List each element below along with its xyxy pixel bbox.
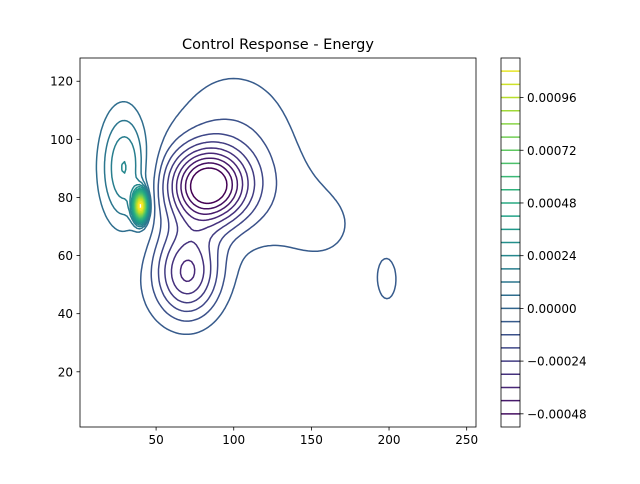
- contour-line: [184, 162, 234, 210]
- contour-line: [95, 100, 152, 233]
- y-tick-label: 20: [58, 365, 73, 379]
- contour-line: [189, 167, 228, 205]
- x-tick-label: 200: [378, 433, 401, 447]
- x-tick-label: 100: [222, 433, 245, 447]
- axes: 50 100 150 200 250 20 40 60 80 100 120: [50, 57, 478, 447]
- colorbar-tick-label: 0.00024: [527, 249, 577, 263]
- x-tick-label: 250: [455, 433, 478, 447]
- x-tick-label: 50: [148, 433, 163, 447]
- y-tick-label: 40: [58, 307, 73, 321]
- colorbar: −0.00048 −0.00024 0.00000 0.00024 0.00048 0.0…: [500, 57, 587, 428]
- colorbar-tick-label: −0.00024: [527, 355, 587, 369]
- colorbar-tick-label: −0.00048: [527, 407, 587, 421]
- colorbar-tick-label: 0.00000: [527, 302, 577, 316]
- contour-line: [150, 118, 278, 322]
- colorbar-tick-label: 0.00096: [527, 91, 577, 105]
- contour-line: [139, 77, 397, 336]
- colorbar-frame: [500, 57, 521, 428]
- contour-line: [180, 157, 239, 215]
- contour-line: [138, 202, 143, 210]
- x-tick-label: 150: [300, 433, 323, 447]
- colorbar-tick-label: 0.00048: [527, 196, 577, 210]
- contour-line: [175, 152, 244, 283]
- plot-frame: [79, 57, 477, 428]
- y-tick-label: 60: [58, 249, 73, 263]
- contour-line: [157, 133, 264, 313]
- contour-line: [164, 141, 256, 304]
- colorbar-tick-label: 0.00072: [527, 144, 577, 158]
- y-tick-label: 80: [58, 191, 73, 205]
- y-tick-label: 120: [50, 75, 73, 89]
- plot-area: [95, 77, 397, 336]
- contour-line: [170, 147, 249, 295]
- chart-title: Control Response - Energy: [182, 37, 374, 53]
- y-tick-label: 100: [50, 133, 73, 147]
